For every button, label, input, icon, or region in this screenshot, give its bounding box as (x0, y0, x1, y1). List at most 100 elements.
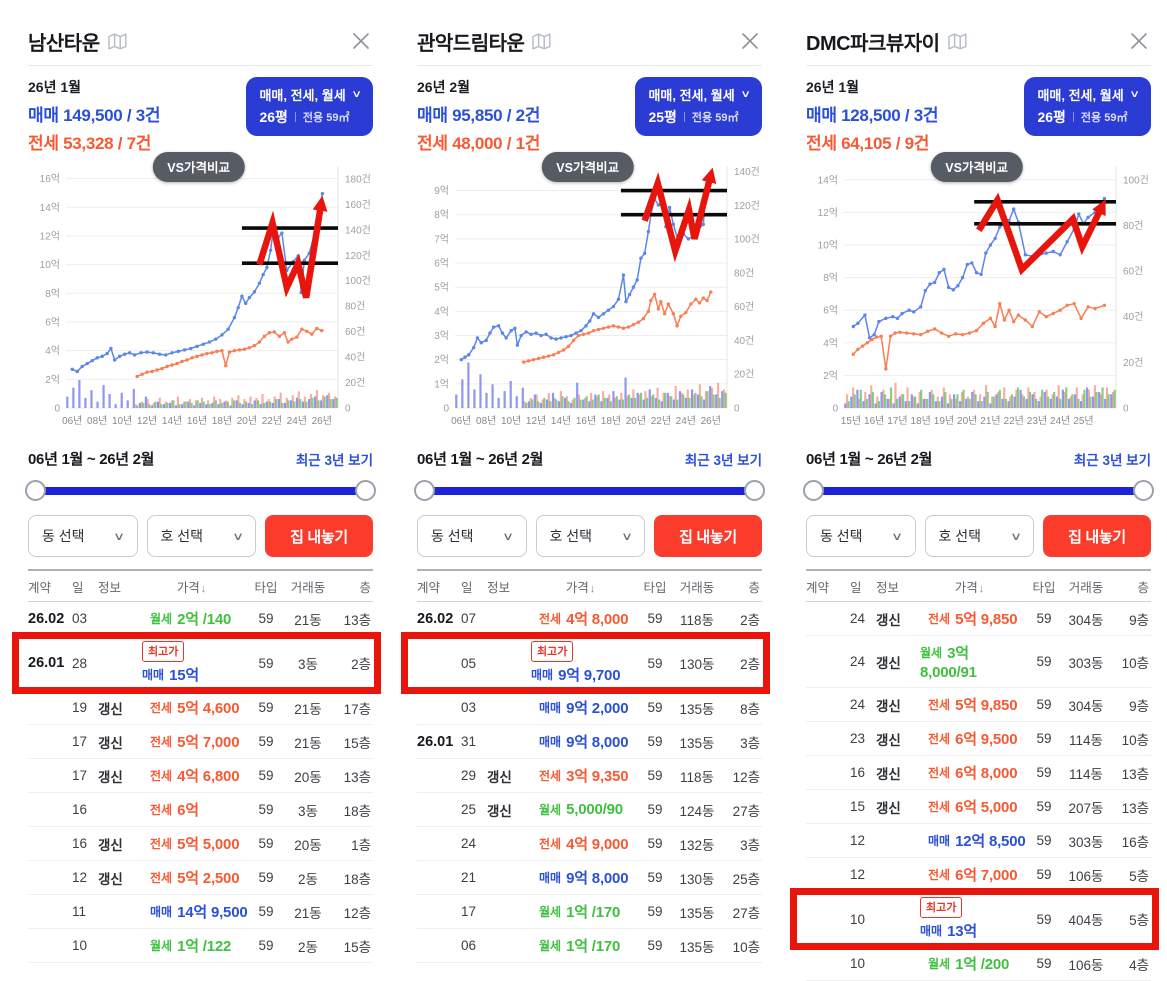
column-header-price[interactable]: 가격↓ (176, 581, 207, 595)
slider-handle-left[interactable] (803, 480, 824, 501)
svg-text:0: 0 (345, 404, 351, 415)
recent-3years-link[interactable]: 최근 3년 보기 (1073, 452, 1151, 468)
transaction-row[interactable]: 10 월세 1억 /122 59 2동 15층 (28, 929, 373, 963)
column-header-price[interactable]: 가격↓ (565, 581, 596, 595)
slider-handle-right[interactable] (1133, 480, 1154, 501)
ho-select[interactable]: 호 선택 ∨ (146, 515, 256, 557)
svg-text:0: 0 (443, 404, 449, 415)
vs-price-compare-badge[interactable]: VS가격비교 (541, 152, 634, 182)
deal-type-label: 월세 (539, 939, 562, 953)
x-axis: 06년 08년 10년 12년 14년 16년 18년 20년 22년 24년 26년 (451, 415, 721, 427)
transaction-row[interactable]: 21 매매 9억 8,000 59 130동 25층 (417, 861, 762, 895)
transaction-row[interactable]: 10 월세 1억 /200 59 106동 4층 (806, 947, 1151, 981)
dong-select[interactable]: 동 선택 ∨ (806, 515, 916, 557)
column-header-day: 일 (461, 581, 473, 595)
floor-number: 2층 (740, 657, 760, 672)
transaction-row[interactable]: 26.01 28 최고가 매매 15억 59 3동 2층 (12, 632, 381, 694)
list-my-home-button[interactable]: 집 내놓기 (654, 515, 762, 557)
svg-text:23년: 23년 (1027, 415, 1047, 427)
svg-text:100건: 100건 (1123, 174, 1149, 186)
filter-badge[interactable]: 매매, 전세, 월세 ∨ 26평 전용 59㎡ (1024, 77, 1151, 136)
chart-container: VS가격비교 16억 14억 12억 10억 8억 6억 4억 2억 0 180건 160건 140건… (28, 152, 373, 440)
transaction-row[interactable]: 26.02 03 월세 2억 /140 59 21동 13층 (28, 602, 373, 636)
recent-3years-link[interactable]: 최근 3년 보기 (295, 452, 373, 468)
transaction-row[interactable]: 16 전세 6억 59 3동 18층 (28, 793, 373, 827)
transaction-row[interactable]: 12 갱신 전세 5억 2,500 59 2동 18층 (28, 861, 373, 895)
contract-day: 15 (850, 799, 866, 814)
date-range-slider[interactable] (414, 480, 765, 502)
transaction-row[interactable]: 24 갱신 전세 5억 9,850 59 304동 9층 (806, 602, 1151, 636)
deal-price-value: 2억 /140 (177, 611, 232, 628)
transaction-row[interactable]: 03 매매 9억 2,000 59 135동 8층 (417, 691, 762, 725)
slider-handle-right[interactable] (744, 480, 765, 501)
dong-select[interactable]: 동 선택 ∨ (417, 515, 527, 557)
map-icon[interactable] (532, 33, 551, 50)
ho-select[interactable]: 호 선택 ∨ (535, 515, 645, 557)
list-my-home-button[interactable]: 집 내놓기 (1043, 515, 1151, 557)
unit-type: 59 (1036, 611, 1052, 626)
vs-price-compare-badge[interactable]: VS가격비교 (930, 152, 1023, 182)
transaction-row[interactable]: 16 갱신 전세 5억 5,000 59 20동 1층 (28, 827, 373, 861)
transaction-row[interactable]: 29 갱신 전세 3억 9,350 59 118동 12층 (417, 759, 762, 793)
close-button[interactable] (1127, 29, 1151, 53)
svg-text:0: 0 (54, 404, 60, 415)
table-header-row: 계약 일 정보 가격↓ 타입 거래동 층 (417, 569, 762, 602)
floor-number: 13층 (1121, 766, 1149, 782)
transaction-row[interactable]: 23 갱신 전세 6억 9,500 59 114동 10층 (806, 722, 1151, 756)
deal-price-value: 1억 /170 (566, 938, 621, 955)
dong-select[interactable]: 동 선택 ∨ (28, 515, 138, 557)
slider-track[interactable] (32, 487, 369, 495)
vs-price-compare-badge[interactable]: VS가격비교 (152, 152, 245, 182)
slider-handle-left[interactable] (25, 480, 46, 501)
list-my-home-button[interactable]: 집 내놓기 (265, 515, 373, 557)
transaction-row[interactable]: 10 최고가 매매 13억 59 404동 5층 (790, 888, 1159, 950)
slider-track[interactable] (810, 487, 1147, 495)
transaction-row[interactable]: 26.01 31 매매 9억 8,000 59 135동 3층 (417, 725, 762, 759)
transaction-row[interactable]: 19 갱신 전세 5억 4,600 59 21동 17층 (28, 691, 373, 725)
deal-price-value: 5억 2,500 (177, 870, 240, 887)
transaction-row[interactable]: 17 월세 1억 /170 59 135동 27층 (417, 895, 762, 929)
transaction-row[interactable]: 12 매매 12억 8,500 59 303동 16층 (806, 824, 1151, 858)
transaction-row[interactable]: 15 갱신 전세 6억 5,000 59 207동 13층 (806, 790, 1151, 824)
transaction-row[interactable]: 06 월세 1억 /170 59 135동 10층 (417, 929, 762, 963)
trend-arrow (976, 192, 1106, 276)
transaction-row[interactable]: 11 매매 14억 9,500 59 21동 12층 (28, 895, 373, 929)
svg-text:12억: 12억 (818, 207, 838, 219)
svg-text:18년: 18년 (601, 415, 621, 427)
floor-number: 10층 (1121, 732, 1149, 748)
column-header-price[interactable]: 가격↓ (954, 581, 985, 595)
floor-number: 2층 (740, 612, 760, 628)
transaction-row[interactable]: 24 갱신 월세 3억 8,000/91 59 303동 10층 (806, 636, 1151, 688)
transaction-row[interactable]: 24 전세 4억 9,000 59 132동 3층 (417, 827, 762, 861)
close-button[interactable] (738, 29, 762, 53)
close-button[interactable] (349, 29, 373, 53)
svg-text:2억: 2억 (45, 374, 60, 386)
map-icon[interactable] (107, 33, 127, 50)
floor-number: 10층 (732, 939, 760, 955)
date-range-slider[interactable] (803, 480, 1154, 502)
deal-price-value: 5억 5,000 (177, 836, 240, 853)
renewal-flag: 갱신 (876, 732, 901, 748)
renewal-flag: 갱신 (876, 655, 901, 671)
slider-handle-left[interactable] (414, 480, 435, 501)
recent-3years-link[interactable]: 최근 3년 보기 (684, 452, 762, 468)
transaction-row[interactable]: 12 전세 6억 7,000 59 106동 5층 (806, 858, 1151, 892)
filter-badge[interactable]: 매매, 전세, 월세 ∨ 26평 전용 59㎡ (246, 77, 373, 136)
transaction-row[interactable]: 17 갱신 전세 4억 6,800 59 20동 13층 (28, 759, 373, 793)
transaction-row[interactable]: 05 최고가 매매 9억 9,700 59 130동 2층 (401, 632, 770, 694)
slider-track[interactable] (421, 487, 758, 495)
transaction-row[interactable]: 25 갱신 월세 5,000/90 59 124동 27층 (417, 793, 762, 827)
map-icon[interactable] (947, 33, 967, 50)
column-header-floor: 층 (359, 581, 371, 595)
transaction-row[interactable]: 26.02 07 전세 4억 8,000 59 118동 2층 (417, 602, 762, 636)
transaction-row[interactable]: 24 갱신 전세 5억 9,850 59 304동 9층 (806, 688, 1151, 722)
slider-handle-right[interactable] (355, 480, 376, 501)
chevron-down-icon: ∨ (1128, 89, 1140, 100)
floor-number: 18층 (343, 803, 371, 819)
chevron-down-icon: ∨ (739, 89, 751, 100)
transaction-row[interactable]: 17 갱신 전세 5억 7,000 59 21동 15층 (28, 725, 373, 759)
ho-select[interactable]: 호 선택 ∨ (924, 515, 1034, 557)
date-range-slider[interactable] (25, 480, 376, 502)
transaction-row[interactable]: 16 갱신 전세 6억 8,000 59 114동 13층 (806, 756, 1151, 790)
filter-badge[interactable]: 매매, 전세, 월세 ∨ 25평 전용 59㎡ (635, 77, 762, 136)
